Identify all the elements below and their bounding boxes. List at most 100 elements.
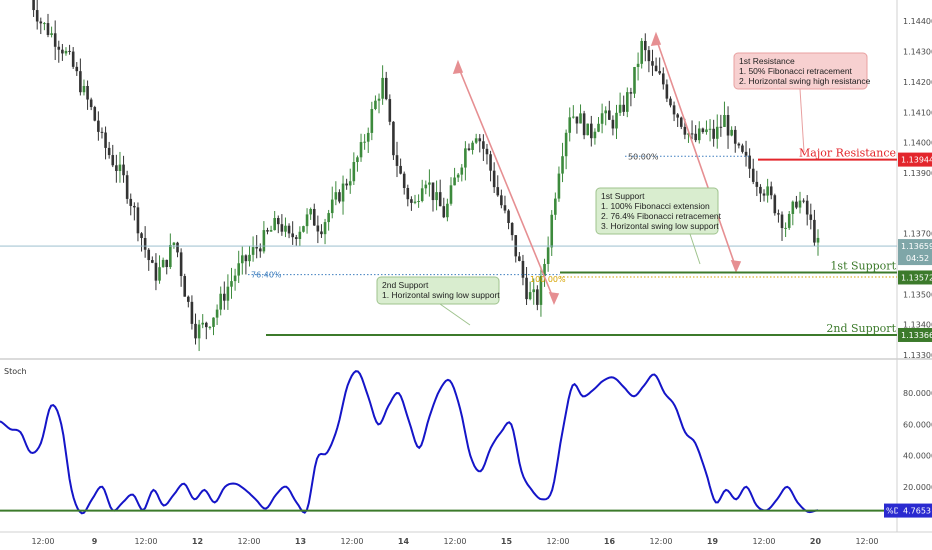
candle-body (467, 148, 471, 150)
candle-body (489, 154, 492, 171)
candle-body (528, 292, 532, 300)
candle-body (129, 198, 133, 206)
candle-body (53, 33, 57, 47)
candle-body (420, 188, 424, 202)
candle-body (237, 263, 240, 276)
candle-body (816, 237, 820, 243)
price-tick-label: 1.13900 (903, 169, 932, 178)
candle-body (604, 110, 608, 114)
time-tick-label: 14 (398, 537, 410, 546)
candle-body (492, 170, 496, 188)
candle-body (374, 100, 377, 110)
price-tick-label: 1.14400 (903, 17, 932, 26)
candle-body (341, 183, 345, 202)
candle-body (64, 50, 68, 54)
price-tick-label: 1.13500 (903, 290, 932, 299)
candle-body (356, 157, 359, 163)
candle-body (683, 126, 687, 135)
candle-body (312, 208, 316, 226)
candle-body (554, 198, 557, 215)
candle-body (208, 326, 212, 328)
candle-body (751, 168, 755, 182)
stoch-value-tag: %D 4.7653 (884, 503, 932, 518)
candle-body (773, 195, 777, 214)
candle-body (39, 21, 43, 24)
candle-body (456, 174, 460, 178)
candle-body (100, 131, 104, 133)
first-support-callout: 1st Support 1. 100% Fibonacci extension … (595, 187, 722, 265)
second-support-label: 2nd Support (826, 322, 896, 335)
candle-body (327, 213, 330, 223)
candle-body (233, 275, 237, 282)
candle-body (557, 173, 561, 199)
candle-body (190, 301, 194, 324)
candle-body (32, 0, 35, 11)
candle-body (248, 254, 251, 262)
candle-body (107, 147, 111, 156)
candle-body (179, 252, 183, 277)
candle-body (147, 249, 151, 261)
candle-body (600, 113, 604, 124)
candle-body (719, 126, 723, 128)
candle-body (694, 133, 697, 141)
candle-body (97, 120, 100, 132)
candle-body (118, 164, 122, 171)
candle-body (165, 259, 169, 268)
candle-body (413, 201, 417, 203)
candle-body (305, 214, 309, 227)
first-support-callout-line-2: 2. 76.4% Fibonacci retracement (601, 211, 722, 221)
candle-body (546, 247, 550, 264)
candle-body (777, 213, 780, 215)
candle-body (521, 260, 525, 278)
svg-text:1.13366: 1.13366 (901, 331, 932, 340)
candle-body (136, 207, 140, 234)
svg-text:04:52: 04:52 (906, 254, 929, 263)
candle-body (316, 225, 320, 232)
candle-body (496, 187, 500, 196)
candle-body (154, 262, 158, 281)
candle-body (733, 129, 737, 144)
time-axis: 12:00 9 12:00 12 12:00 13 12:00 14 12:00 15 12:00 1… (31, 537, 878, 546)
time-tick-label: 12:00 (546, 537, 569, 546)
candle-body (759, 186, 762, 194)
candle-body (320, 231, 323, 235)
candle-body (474, 138, 478, 143)
fib-76-label: 76.40% (251, 271, 282, 280)
candle-body (86, 85, 89, 100)
candle-body (503, 205, 507, 211)
candle-body (50, 33, 53, 35)
candle-body (212, 317, 215, 327)
candle-body (61, 49, 64, 54)
candle-body (737, 143, 741, 146)
candle-body (744, 151, 748, 156)
resistance-callout: 1st Resistance 1. 50% Fibonacci retracem… (733, 52, 871, 153)
candle-body (122, 164, 125, 176)
candle-body (392, 121, 395, 156)
major-resistance-label: Major Resistance (799, 147, 896, 160)
candle-body (140, 233, 143, 239)
svg-text:4.7653: 4.7653 (903, 507, 931, 516)
candle-body (654, 65, 658, 72)
candle-body (269, 230, 273, 232)
candle-body (201, 322, 205, 325)
candle-body (661, 73, 665, 85)
candle-body (424, 184, 428, 189)
time-tick-label: 12 (192, 537, 203, 546)
candle-body (291, 233, 294, 238)
candle-body (507, 210, 510, 223)
stoch-tick-label: 80.0000 (903, 389, 932, 398)
price-tick-label: 1.13700 (903, 230, 932, 239)
candle-body (370, 109, 374, 133)
time-tick-label: 13 (295, 537, 306, 546)
candle-body (57, 46, 61, 50)
price-tick-label: 1.14200 (903, 78, 932, 87)
candle-body (79, 71, 82, 93)
svg-text:1.13572: 1.13572 (901, 273, 932, 282)
candle-body (230, 281, 233, 287)
time-tick-label: 12:00 (855, 537, 878, 546)
candle-body (622, 104, 625, 112)
candle-body (500, 195, 503, 206)
candle-body (525, 277, 528, 300)
candle-body (705, 129, 708, 133)
candle-body (244, 255, 248, 262)
